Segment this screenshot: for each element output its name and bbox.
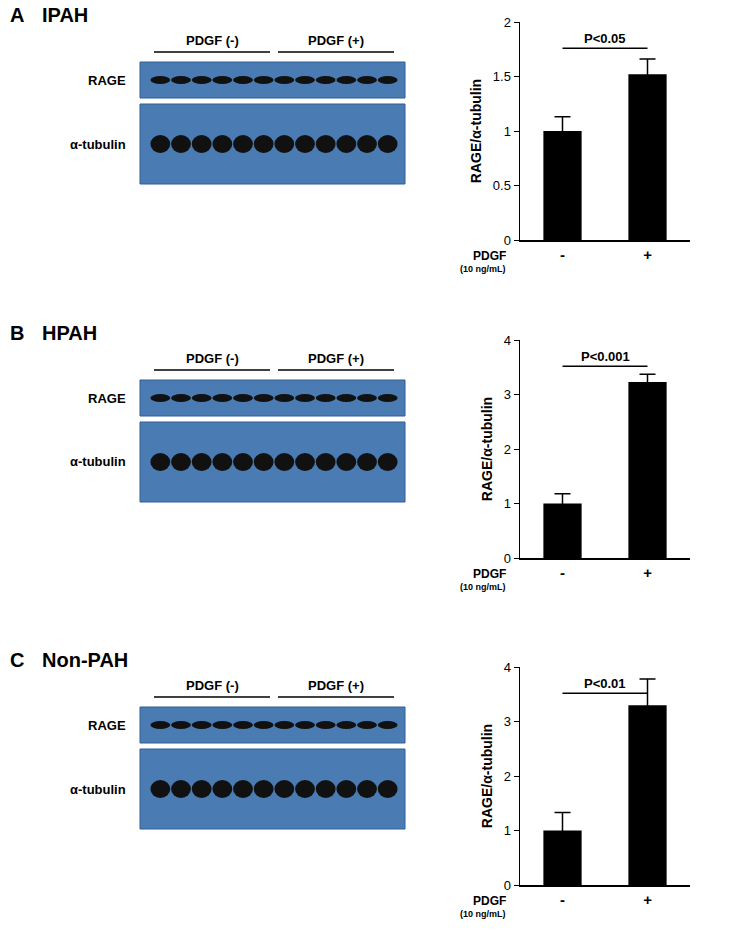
svg-text:2: 2	[504, 15, 511, 30]
svg-text:PDGF (-): PDGF (-)	[186, 678, 239, 693]
svg-text:3: 3	[504, 714, 511, 729]
svg-text:0: 0	[504, 233, 511, 248]
svg-text:3: 3	[504, 387, 511, 402]
svg-text:P<0.001: P<0.001	[581, 349, 630, 364]
svg-text:α-tubulin: α-tubulin	[70, 782, 126, 797]
svg-text:PDGF (+): PDGF (+)	[308, 33, 364, 48]
svg-text:RAGE/α-tubulin: RAGE/α-tubulin	[468, 79, 484, 183]
svg-text:2: 2	[504, 769, 511, 784]
svg-text:RAGE/α-tubulin: RAGE/α-tubulin	[479, 724, 495, 828]
svg-text:PDGF: PDGF	[473, 567, 506, 581]
svg-text:4: 4	[504, 660, 511, 675]
svg-text:α-tubulin: α-tubulin	[70, 137, 126, 152]
svg-text:0.5: 0.5	[493, 178, 511, 193]
svg-text:+: +	[643, 564, 652, 581]
svg-text:RAGE: RAGE	[88, 391, 126, 406]
svg-text:PDGF (-): PDGF (-)	[186, 351, 239, 366]
svg-text:A: A	[10, 4, 24, 26]
svg-text:PDGF: PDGF	[473, 249, 506, 263]
svg-text:PDGF (-): PDGF (-)	[186, 33, 239, 48]
svg-text:+: +	[643, 891, 652, 908]
svg-text:1: 1	[504, 124, 511, 139]
svg-text:RAGE: RAGE	[88, 718, 126, 733]
svg-text:2: 2	[504, 442, 511, 457]
svg-text:4: 4	[504, 333, 511, 348]
svg-text:0: 0	[504, 878, 511, 893]
svg-text:0: 0	[504, 551, 511, 566]
svg-text:-: -	[560, 891, 565, 908]
svg-text:-: -	[560, 564, 565, 581]
svg-text:1: 1	[504, 823, 511, 838]
svg-text:Non-PAH: Non-PAH	[42, 649, 128, 671]
svg-text:(10 ng/mL): (10 ng/mL)	[460, 264, 506, 274]
svg-text:B: B	[10, 322, 24, 344]
svg-text:1.5: 1.5	[493, 69, 511, 84]
svg-text:+: +	[643, 246, 652, 263]
svg-text:HPAH: HPAH	[42, 322, 97, 344]
svg-text:(10 ng/mL): (10 ng/mL)	[460, 909, 506, 919]
svg-text:α-tubulin: α-tubulin	[70, 454, 126, 469]
svg-text:(10 ng/mL): (10 ng/mL)	[460, 582, 506, 592]
svg-text:P<0.05: P<0.05	[584, 31, 626, 46]
svg-text:IPAH: IPAH	[42, 4, 88, 26]
svg-text:PDGF (+): PDGF (+)	[308, 678, 364, 693]
svg-text:P<0.01: P<0.01	[584, 676, 626, 691]
svg-text:PDGF: PDGF	[473, 894, 506, 908]
svg-text:PDGF (+): PDGF (+)	[308, 351, 364, 366]
svg-text:1: 1	[504, 496, 511, 511]
svg-text:C: C	[10, 649, 24, 671]
svg-text:RAGE: RAGE	[88, 73, 126, 88]
svg-text:-: -	[560, 246, 565, 263]
svg-text:RAGE/α-tubulin: RAGE/α-tubulin	[479, 397, 495, 501]
